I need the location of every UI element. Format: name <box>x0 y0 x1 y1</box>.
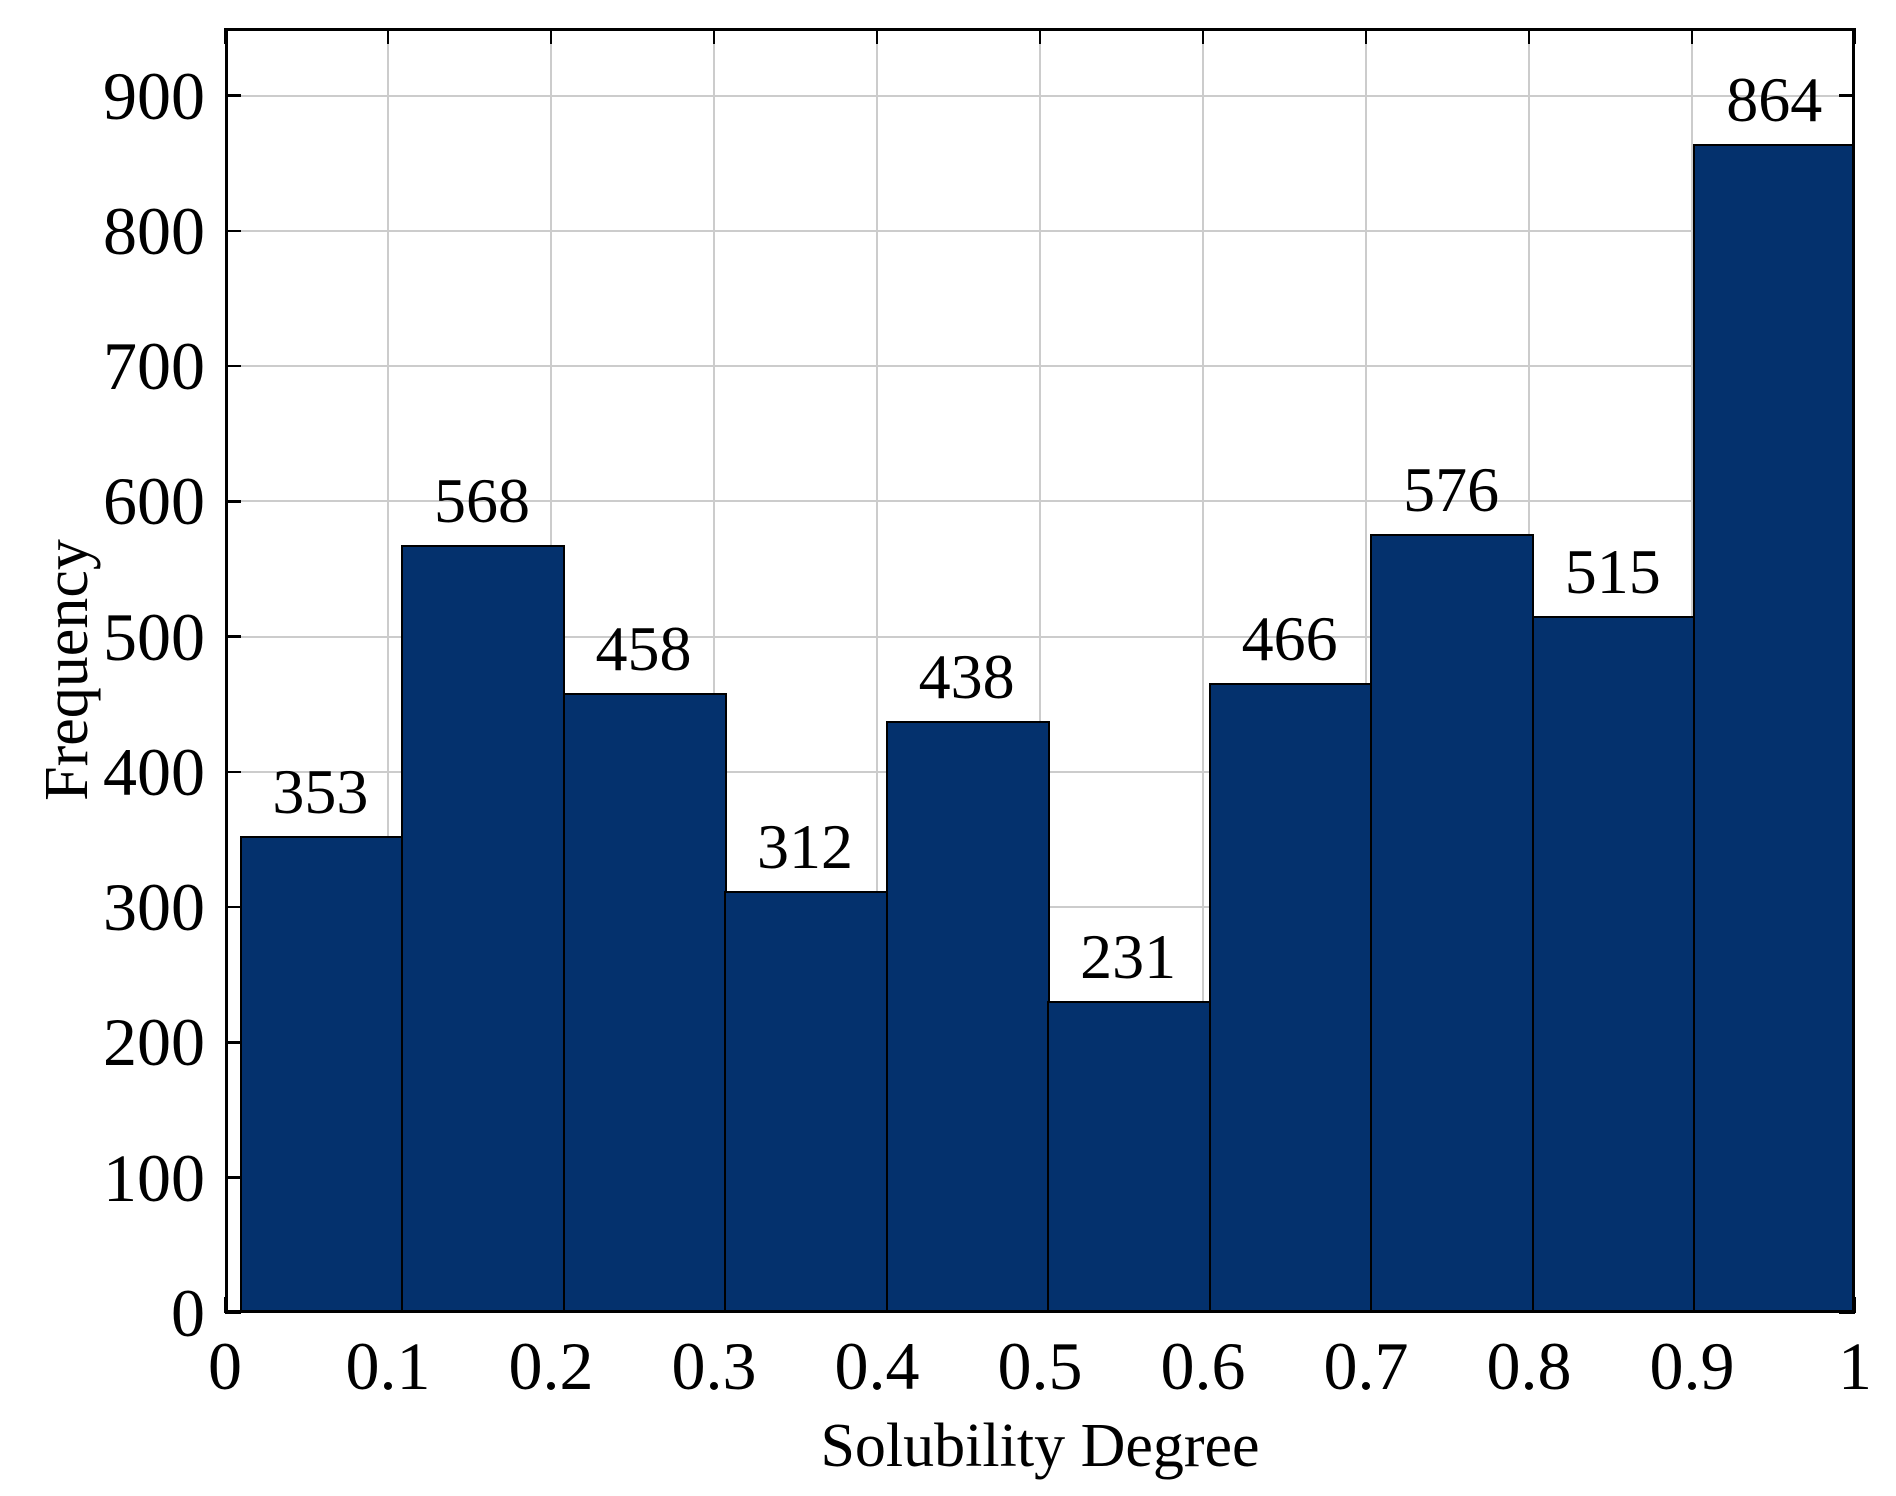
x-axis-title: Solubility Degree <box>820 1412 1260 1480</box>
bar-value-label: 458 <box>595 613 692 685</box>
x-tick-mark-top <box>1690 28 1694 44</box>
x-tick-mark-top <box>712 28 716 44</box>
bar-value-label: 568 <box>433 464 530 536</box>
x-tick-label: 0.8 <box>1486 1328 1572 1404</box>
histogram-bar <box>1047 1000 1212 1313</box>
x-tick-label: 0.9 <box>1649 1328 1735 1404</box>
y-tick-label: 300 <box>103 869 205 946</box>
gridline-vertical <box>713 28 715 1313</box>
histogram-bar <box>1370 533 1535 1313</box>
histogram-bar <box>562 693 727 1313</box>
y-tick-mark-left <box>225 635 241 638</box>
x-tick-label: 0.1 <box>345 1328 431 1404</box>
plot-area: 353 568 458 312 438 231 466 576 515 864 <box>223 28 1857 1315</box>
y-tick-mark-left <box>225 229 241 233</box>
bar-value-label: 231 <box>1080 920 1177 992</box>
x-tick-label: 0.4 <box>834 1328 920 1404</box>
histogram-bar <box>724 890 889 1313</box>
x-tick-mark-top <box>1201 28 1205 44</box>
x-tick-mark-top <box>1853 28 1857 44</box>
bar-value-label: 576 <box>1403 453 1500 525</box>
x-tick-mark-top <box>386 28 390 44</box>
y-axis-title: Frequency <box>32 539 101 801</box>
histogram-bar <box>1693 144 1855 1313</box>
x-tick-label: 1 <box>1838 1328 1872 1404</box>
y-tick-label: 400 <box>103 733 205 810</box>
y-tick-mark-right <box>1839 1311 1855 1315</box>
x-tick-label: 0 <box>208 1328 242 1404</box>
histogram-bar <box>885 720 1050 1313</box>
bar-value-label: 438 <box>918 640 1015 712</box>
y-tick-mark-left <box>225 905 241 909</box>
bar-value-label: 466 <box>1241 602 1338 674</box>
histogram-bar <box>1208 682 1373 1313</box>
y-tick-label: 600 <box>103 463 205 540</box>
y-tick-mark-left <box>225 364 241 368</box>
x-tick-mark-bottom <box>223 1297 227 1313</box>
gridline-vertical <box>1039 28 1041 1313</box>
y-tick-label: 0 <box>171 1275 205 1351</box>
y-tick-mark-right <box>1839 94 1855 97</box>
x-tick-label: 0.5 <box>997 1328 1083 1404</box>
x-tick-mark-top <box>549 28 553 44</box>
x-tick-mark-top <box>1038 28 1042 44</box>
y-tick-mark-left <box>225 1041 241 1044</box>
y-tick-label: 700 <box>103 328 205 405</box>
x-tick-mark-top <box>1527 28 1531 44</box>
x-tick-mark-top <box>1364 28 1368 44</box>
gridline-vertical <box>387 28 389 1313</box>
x-tick-mark-bottom <box>1853 1297 1857 1313</box>
x-tick-mark-top <box>875 28 879 44</box>
y-tick-label: 800 <box>103 192 205 269</box>
y-tick-mark-left <box>225 1311 241 1315</box>
gridline-vertical <box>876 28 878 1313</box>
y-tick-mark-left <box>225 770 241 774</box>
y-tick-mark-left <box>225 500 241 503</box>
y-tick-mark-left <box>225 1176 241 1179</box>
x-tick-label: 0.7 <box>1323 1328 1409 1404</box>
y-tick-label: 900 <box>103 57 205 134</box>
histogram-bar <box>401 544 566 1313</box>
bar-value-label: 312 <box>757 810 854 882</box>
x-tick-mark-top <box>223 28 227 44</box>
bar-value-label: 864 <box>1726 64 1823 136</box>
histogram-bar <box>239 835 404 1313</box>
histogram-bar <box>1531 616 1696 1313</box>
bar-value-label: 353 <box>272 755 369 827</box>
y-tick-label: 200 <box>103 1004 205 1081</box>
gridline-vertical <box>1202 28 1204 1313</box>
y-tick-mark-left <box>225 94 241 97</box>
y-tick-label: 500 <box>103 598 205 675</box>
gridline-vertical <box>1365 28 1367 1313</box>
x-tick-label: 0.2 <box>508 1328 594 1404</box>
bar-value-label: 515 <box>1564 536 1661 608</box>
y-tick-label: 100 <box>103 1139 205 1216</box>
x-tick-label: 0.6 <box>1160 1328 1246 1404</box>
x-tick-label: 0.3 <box>671 1328 757 1404</box>
